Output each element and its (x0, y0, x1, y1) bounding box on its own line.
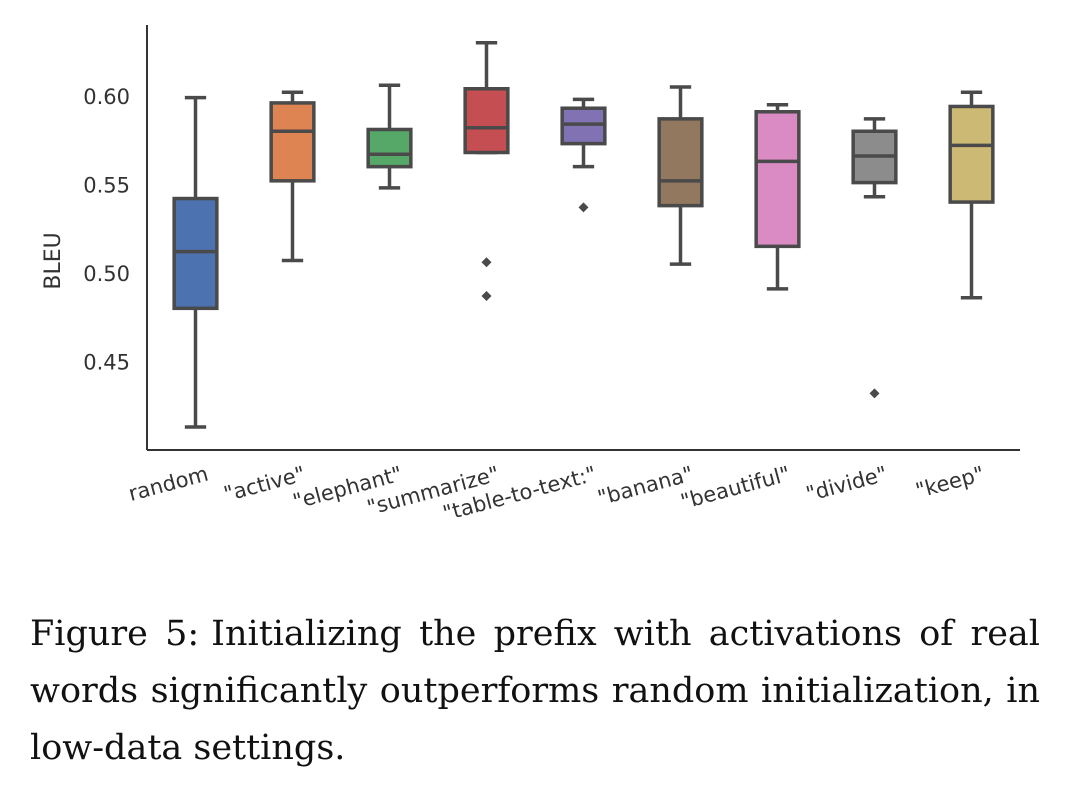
figure-label: Figure 5: (30, 614, 200, 654)
box-0 (172, 95, 219, 429)
box-8 (948, 90, 995, 300)
y-tick-label: 0.50 (83, 262, 130, 286)
box-2 (366, 83, 413, 190)
x-tick-label: "keep" (913, 462, 987, 503)
box-7 (851, 117, 898, 399)
x-tick-label: "beautiful" (678, 462, 793, 514)
box-body (172, 196, 219, 311)
figure-caption: Figure 5: Initializing the prefix with ac… (30, 606, 1040, 777)
box-body (948, 104, 995, 204)
box-body (269, 101, 316, 183)
box-1 (269, 90, 316, 263)
box-6 (754, 102, 801, 291)
outlier-point (578, 202, 589, 213)
outlier-point (481, 290, 492, 301)
outlier-point (869, 388, 880, 399)
box-5 (657, 85, 704, 266)
caption-text: Initializing the prefix with activations… (30, 614, 1040, 768)
x-tick-label: random (126, 462, 211, 506)
box-body (366, 127, 413, 169)
axes: 0.45 0.50 0.55 0.60 BLEU (41, 25, 1020, 451)
box-body (560, 106, 607, 146)
y-tick-label: 0.55 (83, 173, 130, 197)
box-4 (560, 97, 607, 213)
y-tick-label: 0.45 (83, 350, 130, 374)
outlier-point (481, 257, 492, 268)
x-tick-label: "divide" (803, 462, 889, 507)
box-plot-chart: 0.45 0.50 0.55 0.60 BLEU random "active""elep… (41, 25, 1020, 526)
box-body (754, 110, 801, 249)
box-body (463, 87, 510, 155)
box-body (657, 117, 704, 208)
labels: random "active""elephant""summarize""tabl… (126, 462, 987, 526)
box-3 (463, 40, 510, 301)
y-axis-label: BLEU (41, 232, 66, 289)
boxes (172, 40, 995, 429)
y-tick-label: 0.60 (83, 85, 130, 109)
